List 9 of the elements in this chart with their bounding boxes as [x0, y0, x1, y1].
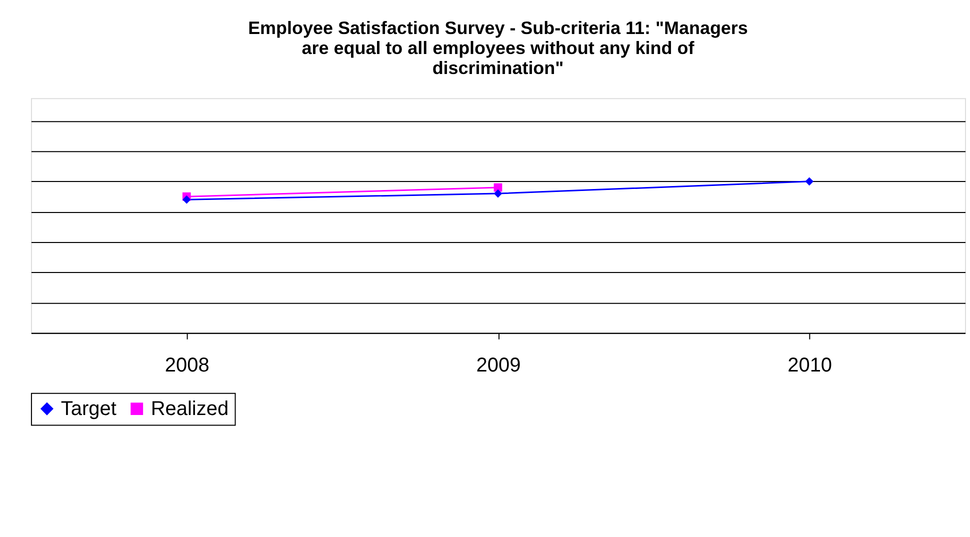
legend-label: Realized: [150, 398, 229, 420]
point: [182, 195, 191, 204]
chart-title: Employee Satisfaction Survey - Sub-criteria 11: "Managers are equal to all employees without any kind of discrimination": [248, 18, 748, 78]
legend-label: Target: [60, 398, 117, 420]
x-tick-label: 2009: [476, 354, 521, 376]
point: [805, 177, 814, 186]
point: [494, 189, 502, 198]
x-tick-label: 2008: [164, 354, 210, 376]
x-tick-label: 2010: [788, 354, 832, 376]
